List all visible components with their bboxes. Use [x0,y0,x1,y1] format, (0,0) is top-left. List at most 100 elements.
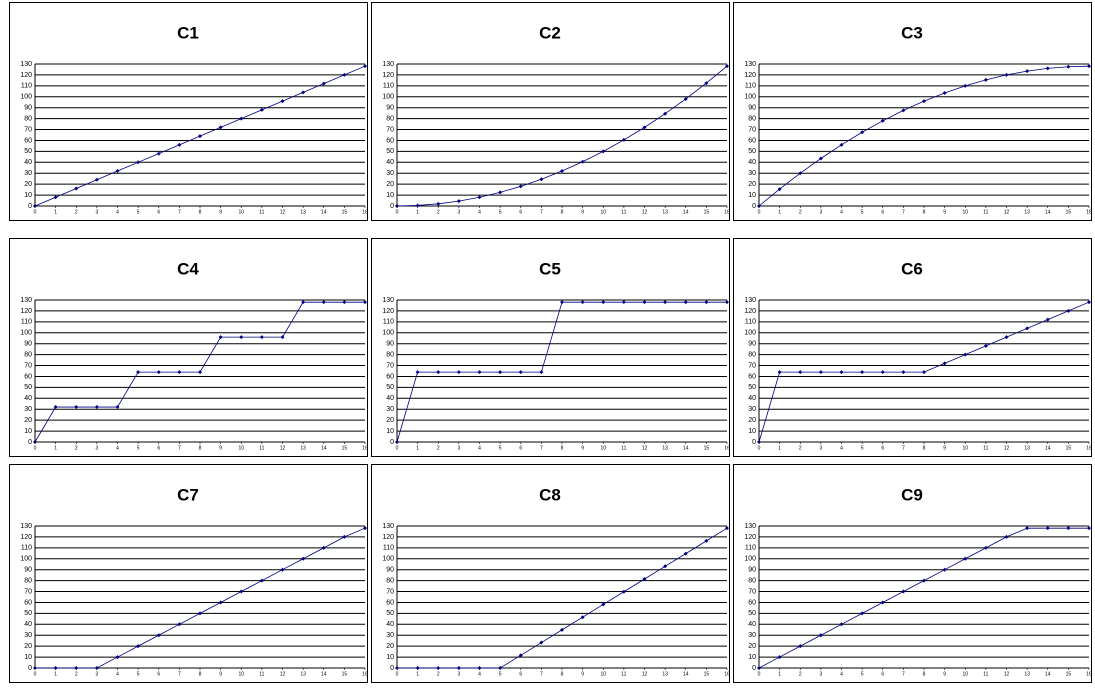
marker [539,640,544,645]
y-tick-label: 130 [20,523,32,530]
x-tick-label: 2 [799,671,802,677]
marker [156,151,161,156]
x-tick-label: 0 [396,671,399,677]
marker [663,300,668,305]
marker [94,177,99,182]
x-tick-label: 8 [199,671,202,677]
x-tick-label: 9 [943,445,946,451]
marker [942,567,947,572]
y-tick-label: 20 [24,181,32,188]
x-tick-label: 7 [178,445,181,451]
marker [777,187,782,192]
y-tick-label: 60 [386,137,394,144]
x-tick-label: 16 [724,671,730,677]
y-tick-label: 80 [386,115,394,122]
x-tick-label: 13 [1024,209,1030,215]
marker [560,300,564,305]
y-tick-label: 60 [24,373,32,380]
marker [798,370,803,375]
y-tick-label: 100 [20,330,32,337]
marker [580,615,585,620]
y-tick-label: 130 [744,297,756,304]
x-tick-label: 0 [758,209,761,215]
x-tick-label: 3 [457,209,460,215]
x-tick-label: 7 [540,445,543,451]
x-tick-label: 4 [478,209,481,215]
marker [963,83,968,88]
x-tick-label: 7 [178,209,181,215]
marker [415,203,420,208]
x-tick-label: 14 [683,671,689,677]
x-tick-label: 9 [219,671,222,677]
x-tick-label: 1 [416,671,419,677]
y-tick-label: 40 [748,159,756,166]
y-tick-label: 60 [748,137,756,144]
marker [218,125,223,130]
y-tick-label: 60 [748,373,756,380]
y-tick-label: 30 [386,632,394,639]
x-tick-label: 6 [519,445,522,451]
marker [539,370,544,375]
marker [880,118,885,123]
marker [860,611,865,616]
y-tick-label: 60 [386,599,394,606]
x-tick-label: 15 [1066,445,1072,451]
y-tick-label: 70 [24,588,32,595]
marker [725,64,729,69]
y-tick-label: 110 [21,83,32,90]
x-tick-label: 13 [1024,445,1030,451]
marker [518,184,523,189]
x-tick-label: 1 [54,445,57,451]
x-tick-label: 6 [519,209,522,215]
marker [33,666,37,670]
marker [1004,72,1009,77]
marker [818,156,823,161]
x-tick-label: 1 [54,209,57,215]
y-tick-label: 20 [24,417,32,424]
x-tick-label: 1 [778,671,781,677]
x-tick-label: 9 [943,209,946,215]
marker [498,666,503,670]
y-tick-label: 90 [24,567,32,574]
x-tick-label: 9 [219,209,222,215]
marker [818,370,823,375]
x-tick-label: 16 [1086,209,1092,215]
marker [942,361,947,366]
marker [922,578,926,583]
marker [415,666,420,670]
x-tick-label: 15 [704,445,710,451]
x-tick-label: 11 [983,671,988,677]
y-tick-label: 110 [745,545,756,552]
y-tick-label: 40 [748,395,756,402]
marker [983,77,988,82]
marker [218,600,223,605]
marker [777,370,782,375]
marker [33,440,37,444]
marker [880,370,885,375]
x-tick-label: 8 [923,445,926,451]
marker [901,589,906,594]
x-tick-label: 7 [540,671,543,677]
y-tick-label: 80 [24,351,32,358]
x-tick-label: 2 [799,445,802,451]
x-tick-label: 0 [758,671,761,677]
x-tick-label: 9 [581,671,584,677]
marker [301,556,306,561]
x-tick-label: 9 [943,671,946,677]
y-tick-label: 130 [744,523,756,530]
y-tick-label: 40 [386,395,394,402]
marker [1045,526,1050,531]
marker [259,107,264,112]
marker [860,130,865,135]
marker [818,633,823,638]
x-tick-label: 2 [437,445,440,451]
marker [53,195,58,200]
chart-title: C4 [177,259,199,278]
x-tick-label: 8 [561,445,564,451]
marker [1066,308,1071,313]
x-tick-label: 5 [137,445,140,451]
x-tick-label: 6 [519,671,522,677]
marker [963,556,968,561]
